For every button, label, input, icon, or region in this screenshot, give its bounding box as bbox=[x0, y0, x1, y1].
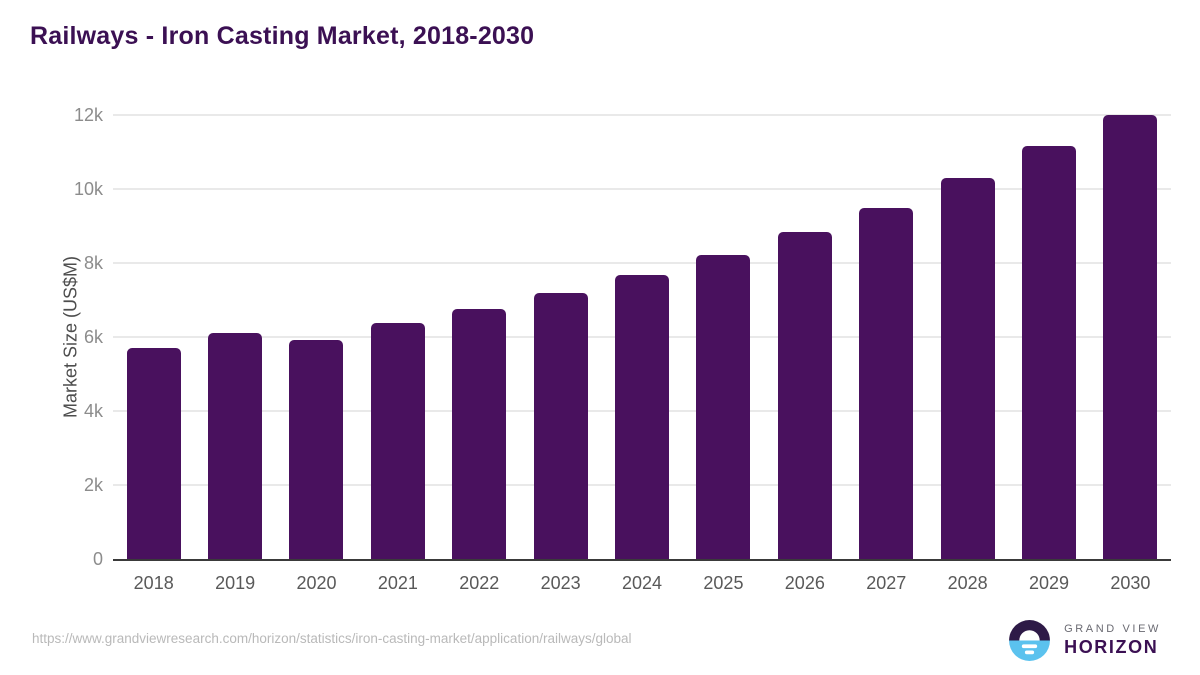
bar-2026 bbox=[777, 231, 832, 559]
brand-logo: GRAND VIEW HORIZON bbox=[1007, 618, 1161, 663]
x-tick-label-2025: 2025 bbox=[703, 573, 744, 593]
bar-column-2023: 2023 bbox=[520, 115, 601, 593]
bar-2024 bbox=[615, 274, 670, 559]
gridline-10k bbox=[113, 188, 1171, 190]
x-tick-label-2030: 2030 bbox=[1110, 573, 1151, 593]
bar-column-2026: 2026 bbox=[764, 115, 845, 593]
brand-wordmark: GRAND VIEW HORIZON bbox=[1064, 623, 1161, 658]
bar-column-2024: 2024 bbox=[601, 115, 682, 593]
y-tick-label-8k: 8k bbox=[83, 253, 103, 274]
x-tick-label-2027: 2027 bbox=[866, 573, 907, 593]
y-tick-label-12k: 12k bbox=[73, 105, 103, 125]
gridline-8k bbox=[113, 262, 1171, 265]
x-tick-label-2022: 2022 bbox=[459, 573, 500, 593]
bar-column-2019: 2019 bbox=[194, 115, 275, 593]
bar-2029 bbox=[1021, 146, 1076, 559]
bar-2025 bbox=[696, 254, 751, 559]
bar-2028 bbox=[940, 177, 995, 559]
bar-2021 bbox=[370, 323, 425, 559]
brand-name-bottom: HORIZON bbox=[1064, 637, 1159, 657]
bar-2023 bbox=[533, 292, 588, 559]
x-tick-label-2018: 2018 bbox=[133, 573, 174, 593]
bar-column-2030: 2030 bbox=[1090, 115, 1171, 593]
x-tick-label-2020: 2020 bbox=[296, 573, 337, 593]
source-url: https://www.grandviewresearch.com/horizo… bbox=[32, 631, 632, 646]
x-tick-label-2021: 2021 bbox=[377, 573, 418, 593]
y-tick-label-10k: 10k bbox=[73, 179, 103, 199]
x-tick-label-2028: 2028 bbox=[947, 573, 988, 593]
bar-column-2018: 2018 bbox=[113, 115, 194, 593]
y-tick-label-0: 0 bbox=[92, 549, 103, 569]
bar-column-2021: 2021 bbox=[357, 115, 438, 593]
x-tick-label-2026: 2026 bbox=[784, 573, 825, 593]
bar-column-2020: 2020 bbox=[276, 115, 357, 593]
bar-column-2027: 2027 bbox=[846, 115, 927, 593]
plot-area: 2018 2019 2020 2021 2022 2023 2024 2025 2026 2027… bbox=[113, 114, 1171, 593]
y-tick-label-6k: 6k bbox=[83, 327, 103, 347]
y-tick-label-4k: 4k bbox=[83, 401, 103, 422]
brand-name-top: GRAND VIEW bbox=[1064, 623, 1161, 635]
bar-column-2025: 2025 bbox=[683, 115, 764, 593]
bar-2030 bbox=[1103, 115, 1158, 559]
y-axis-ticks: 0 2k 4k 6k 8k 10k 12k bbox=[0, 106, 103, 568]
x-tick-label-2019: 2019 bbox=[215, 573, 256, 593]
x-tick-label-2023: 2023 bbox=[540, 573, 581, 593]
bar-column-2029: 2029 bbox=[1008, 115, 1089, 593]
x-tick-label-2029: 2029 bbox=[1028, 573, 1070, 593]
horizon-sun-circle-icon bbox=[1009, 620, 1051, 661]
x-tick-label-2024: 2024 bbox=[622, 573, 663, 593]
gridline-12k bbox=[113, 114, 1171, 116]
bar-column-2028: 2028 bbox=[927, 115, 1008, 593]
bar-2018 bbox=[126, 348, 181, 559]
y-tick-label-2k: 2k bbox=[83, 475, 103, 496]
bar-2019 bbox=[208, 332, 263, 559]
bar-2020 bbox=[289, 339, 344, 559]
bar-2022 bbox=[452, 308, 507, 559]
bar-column-2022: 2022 bbox=[439, 115, 520, 593]
page-title: Railways - Iron Casting Market, 2018-203… bbox=[30, 22, 535, 50]
bar-2027 bbox=[859, 207, 914, 559]
